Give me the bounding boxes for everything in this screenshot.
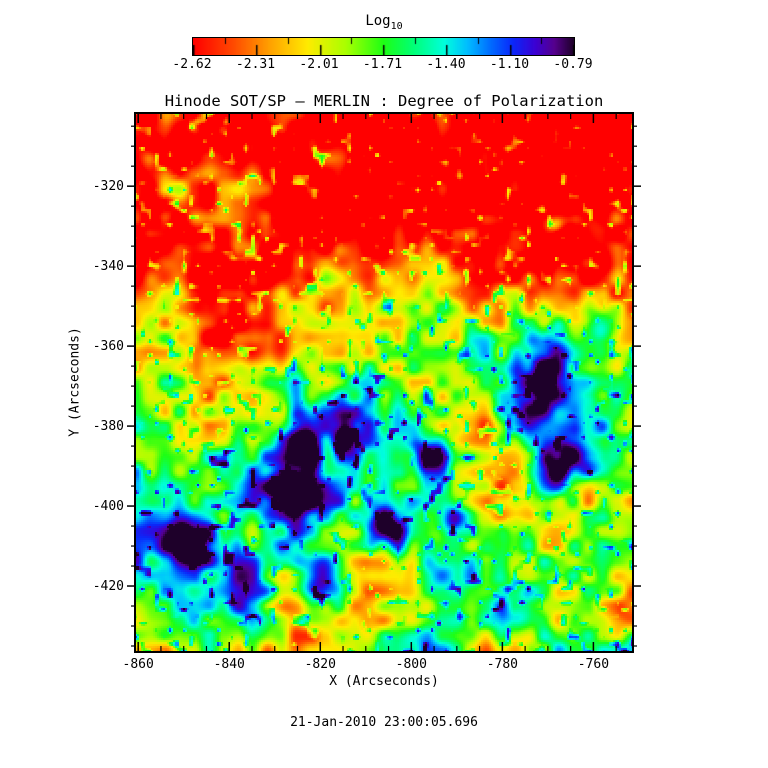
colorbar-title-text: Log <box>365 13 391 29</box>
heatmap-image <box>135 113 633 652</box>
colorbar-title-subscript: 10 <box>390 20 403 32</box>
x-axis-tick-label: -760 <box>577 657 610 672</box>
y-axis-tick-label: -400 <box>92 499 124 515</box>
colorbar-tick-label: -0.79 <box>553 57 593 72</box>
plot-title: Hinode SOT/SP — MERLIN : Degree of Polar… <box>164 92 604 110</box>
y-axis-tick-label: -340 <box>92 259 124 275</box>
y-axis-label: Y (Arcseconds) <box>67 327 83 437</box>
y-axis-tick-label: -360 <box>92 339 124 355</box>
colorbar-tick-label: -1.71 <box>362 57 403 72</box>
colorbar-tick-label: -2.62 <box>172 57 212 72</box>
colorbar-tick-label: -2.01 <box>299 57 339 72</box>
x-axis-tick-label: -860 <box>122 657 154 672</box>
y-axis-tick-label: -320 <box>92 179 124 195</box>
colorbar-tick-label: -1.10 <box>489 57 530 72</box>
timestamp: 21-Jan-2010 23:00:05.696 <box>290 715 478 730</box>
colorbar-tick-label: -2.31 <box>235 57 276 72</box>
colorbar-title: Log10 <box>0 13 768 32</box>
colorbar <box>192 37 575 56</box>
x-axis-tick-label: -840 <box>213 657 245 672</box>
y-axis-tick-label: -380 <box>92 419 124 435</box>
x-axis-tick-label: -820 <box>304 657 336 672</box>
colorbar-tick-label: -1.40 <box>426 57 466 72</box>
x-axis-tick-label: -800 <box>395 657 427 672</box>
x-axis-label: X (Arcseconds) <box>329 674 439 689</box>
x-axis-tick-label: -780 <box>486 657 518 672</box>
colorbar-gradient <box>193 38 574 55</box>
y-axis-tick-label: -420 <box>92 579 124 595</box>
